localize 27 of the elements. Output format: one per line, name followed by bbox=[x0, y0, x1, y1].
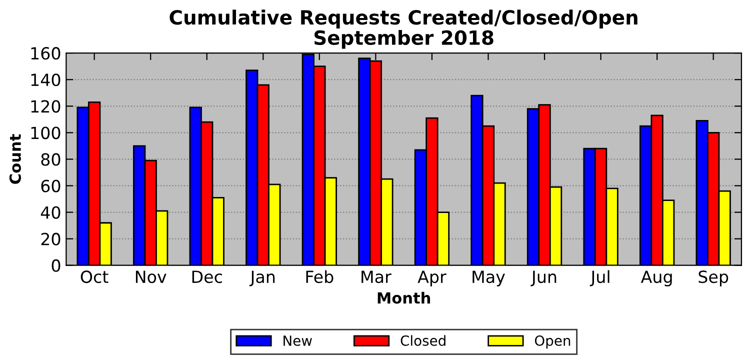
y-tick-label: 100 bbox=[31, 126, 60, 140]
x-tick-label: Jun bbox=[530, 270, 556, 286]
y-tick-label: 160 bbox=[31, 47, 60, 60]
x-tick-label: Oct bbox=[80, 270, 108, 284]
y-axis-title: Count bbox=[9, 134, 21, 184]
x-tick-label: Jan bbox=[249, 270, 275, 286]
legend-label: Open bbox=[534, 335, 570, 349]
x-tick-label: Apr bbox=[418, 270, 446, 286]
y-tick-label: 60 bbox=[41, 180, 60, 192]
y-tick-label: 140 bbox=[31, 74, 60, 86]
y-tick-label: 20 bbox=[41, 232, 60, 246]
x-tick-label: Feb bbox=[306, 270, 334, 284]
x-tick-label: Jul bbox=[590, 270, 610, 286]
y-tick-label: 120 bbox=[31, 100, 60, 113]
x-tick-label: Nov bbox=[136, 270, 166, 284]
legend-label: Closed bbox=[400, 335, 446, 346]
x-tick-label: May bbox=[472, 270, 505, 286]
chart-title: Cumulative Requests Created/Closed/Open September 2018 bbox=[170, 10, 638, 49]
x-axis-title: Month bbox=[378, 292, 430, 304]
y-tick-label: 0 bbox=[52, 259, 60, 272]
x-tick-label: Mar bbox=[362, 270, 392, 284]
x-tick-label: Sep bbox=[698, 270, 728, 286]
legend-label: New bbox=[284, 336, 312, 346]
x-tick-label: Dec bbox=[192, 270, 222, 284]
x-tick-label: Aug bbox=[640, 270, 672, 286]
y-tick-label: 40 bbox=[40, 206, 60, 219]
y-tick-label: 80 bbox=[41, 153, 60, 166]
